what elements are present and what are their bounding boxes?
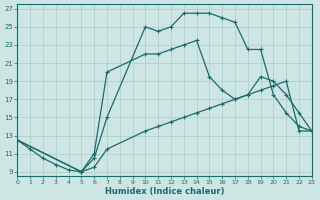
X-axis label: Humidex (Indice chaleur): Humidex (Indice chaleur) [105, 187, 224, 196]
